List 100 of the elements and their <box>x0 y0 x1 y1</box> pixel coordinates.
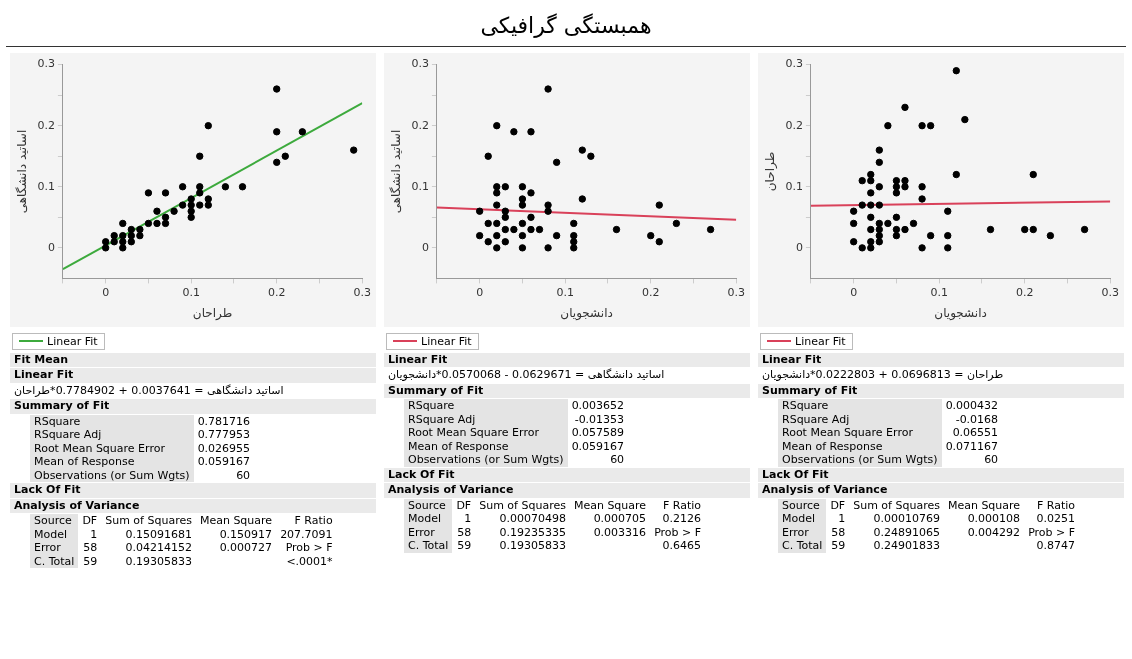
point <box>892 176 901 185</box>
point <box>484 219 492 228</box>
point <box>153 219 161 228</box>
text: Summary of Fit <box>758 383 1124 398</box>
point <box>867 225 875 234</box>
text: Lack Of Fit <box>10 483 376 498</box>
point <box>119 219 127 228</box>
point <box>527 213 535 222</box>
point <box>501 183 510 191</box>
point <box>484 238 492 246</box>
point <box>127 231 136 240</box>
y-tick-label: 0.1 <box>411 179 429 193</box>
text: Mean of Response 0.059167 <box>34 455 251 468</box>
text: RSquare 0.000432 <box>782 399 999 412</box>
point <box>204 121 212 130</box>
point <box>501 225 510 234</box>
point <box>187 207 195 215</box>
point <box>153 207 161 215</box>
point <box>952 170 960 179</box>
point <box>867 189 875 197</box>
point <box>493 189 501 197</box>
point <box>867 170 875 179</box>
point <box>570 244 578 252</box>
point <box>527 225 535 234</box>
text: C. Total 59 0.19305833 0.6465 <box>408 539 702 552</box>
point <box>475 207 484 215</box>
text: RSquare 0.003652 <box>408 399 625 412</box>
point <box>298 128 307 136</box>
point <box>273 85 281 93</box>
point <box>875 225 884 234</box>
point <box>849 238 858 246</box>
point <box>187 213 195 222</box>
text: Analysis of Variance <box>10 498 376 513</box>
x-tick-label: 0.3 <box>727 285 745 299</box>
point <box>875 146 884 154</box>
text: RSquare Adj -0.01353 <box>408 412 625 426</box>
point <box>110 231 118 240</box>
point <box>161 213 170 222</box>
point <box>119 238 127 246</box>
point <box>918 183 926 191</box>
point <box>672 219 681 228</box>
y-tick-label: 0.3 <box>37 57 55 71</box>
point <box>161 219 170 228</box>
text: C. Total 59 0.24901833 0.8747 <box>782 539 1076 552</box>
y-axis-title: طراحان <box>763 151 779 192</box>
point <box>510 128 518 136</box>
point <box>858 201 866 209</box>
text: Source DF Sum of Squares Mean Square F Ratio <box>782 498 1076 512</box>
text: Lack Of Fit <box>758 467 1124 482</box>
point <box>944 244 952 252</box>
point <box>273 158 281 167</box>
point <box>918 195 926 203</box>
text: Root Mean Square Error 0.06551 <box>782 426 999 439</box>
point <box>196 189 204 197</box>
y-axis-title: اساتید دانشگاهی <box>389 129 404 214</box>
point <box>578 146 586 154</box>
point <box>892 189 901 197</box>
point <box>875 183 884 191</box>
point <box>273 128 281 136</box>
y-tick-label: 0 <box>47 240 55 254</box>
x-tick-label: 0.2 <box>267 285 286 299</box>
point <box>221 183 230 191</box>
y-axis-title: اساتید دانشگاهی <box>15 129 30 214</box>
point <box>484 152 492 160</box>
point <box>493 219 501 228</box>
point <box>901 225 909 234</box>
point <box>901 183 909 191</box>
text: Fit Mean <box>10 352 376 367</box>
point <box>196 183 204 191</box>
point <box>875 201 884 209</box>
point <box>204 201 212 209</box>
text: C. Total 59 0.19305833 <.0001* <box>34 554 333 568</box>
point <box>909 219 918 228</box>
point <box>136 231 144 240</box>
point <box>178 183 187 191</box>
x-tick-label: 0.1 <box>182 285 200 299</box>
point <box>127 225 136 234</box>
point <box>1029 225 1037 234</box>
point <box>952 67 960 75</box>
point <box>926 231 935 240</box>
point <box>849 207 858 215</box>
point <box>544 201 552 209</box>
text: Summary of Fit <box>10 399 376 414</box>
point <box>901 103 909 112</box>
point <box>510 225 518 234</box>
point <box>238 183 247 191</box>
y-tick-label: 0.3 <box>785 57 803 71</box>
text: Model 1 0.15091681 0.150917 207.7091 <box>34 527 333 541</box>
point <box>493 201 501 209</box>
point <box>136 225 144 234</box>
point <box>119 231 127 240</box>
point <box>655 201 663 209</box>
point <box>204 195 212 203</box>
x-axis-title: طراحان <box>192 305 233 321</box>
text: Mean of Response 0.071167 <box>782 439 999 453</box>
point <box>867 213 875 222</box>
point <box>161 189 170 197</box>
point <box>918 121 926 130</box>
point <box>884 121 892 130</box>
text: Lack Of Fit <box>384 467 750 482</box>
